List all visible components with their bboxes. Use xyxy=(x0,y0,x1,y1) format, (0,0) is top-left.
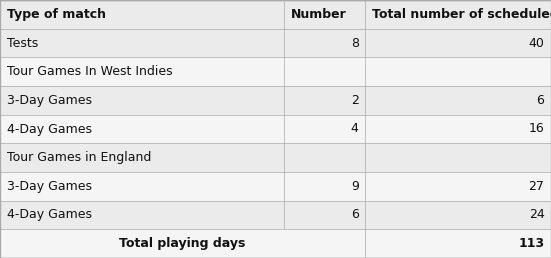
Bar xyxy=(0,143,284,172)
Text: 8: 8 xyxy=(350,36,359,50)
Text: Number: Number xyxy=(290,8,346,21)
Text: 2: 2 xyxy=(351,94,359,107)
Text: 9: 9 xyxy=(351,180,359,193)
Bar xyxy=(0,172,284,201)
Bar xyxy=(365,86,551,115)
Bar xyxy=(284,172,365,201)
Bar xyxy=(365,229,551,258)
Text: Total playing days: Total playing days xyxy=(120,237,246,250)
Bar xyxy=(0,201,284,229)
Bar xyxy=(365,57,551,86)
Bar xyxy=(365,143,551,172)
Text: 16: 16 xyxy=(528,123,544,135)
Bar xyxy=(365,115,551,143)
Text: 4-Day Games: 4-Day Games xyxy=(7,123,91,135)
Bar xyxy=(0,57,284,86)
Bar xyxy=(284,201,365,229)
Text: 3-Day Games: 3-Day Games xyxy=(7,180,91,193)
Bar xyxy=(284,57,365,86)
Text: 3-Day Games: 3-Day Games xyxy=(7,94,91,107)
Text: 4: 4 xyxy=(351,123,359,135)
Text: Tests: Tests xyxy=(7,36,38,50)
Bar xyxy=(0,29,284,57)
Bar xyxy=(0,229,284,258)
Text: 40: 40 xyxy=(528,36,544,50)
Text: Total number of scheduled playing days: Total number of scheduled playing days xyxy=(372,8,551,21)
Bar xyxy=(284,115,365,143)
Text: Tour Games In West Indies: Tour Games In West Indies xyxy=(7,65,172,78)
Text: 6: 6 xyxy=(537,94,544,107)
Text: 6: 6 xyxy=(351,208,359,222)
Bar xyxy=(365,201,551,229)
Bar xyxy=(284,229,365,258)
Bar xyxy=(0,0,284,29)
Bar xyxy=(365,0,551,29)
Text: 4-Day Games: 4-Day Games xyxy=(7,208,91,222)
Bar xyxy=(284,143,365,172)
Bar xyxy=(365,172,551,201)
Bar xyxy=(284,86,365,115)
Bar xyxy=(284,0,365,29)
Text: Tour Games in England: Tour Games in England xyxy=(7,151,151,164)
Bar xyxy=(284,29,365,57)
Text: Type of match: Type of match xyxy=(7,8,106,21)
Bar xyxy=(0,86,284,115)
Text: 113: 113 xyxy=(518,237,544,250)
Text: 24: 24 xyxy=(528,208,544,222)
Text: 27: 27 xyxy=(528,180,544,193)
Bar xyxy=(0,115,284,143)
Bar xyxy=(365,29,551,57)
